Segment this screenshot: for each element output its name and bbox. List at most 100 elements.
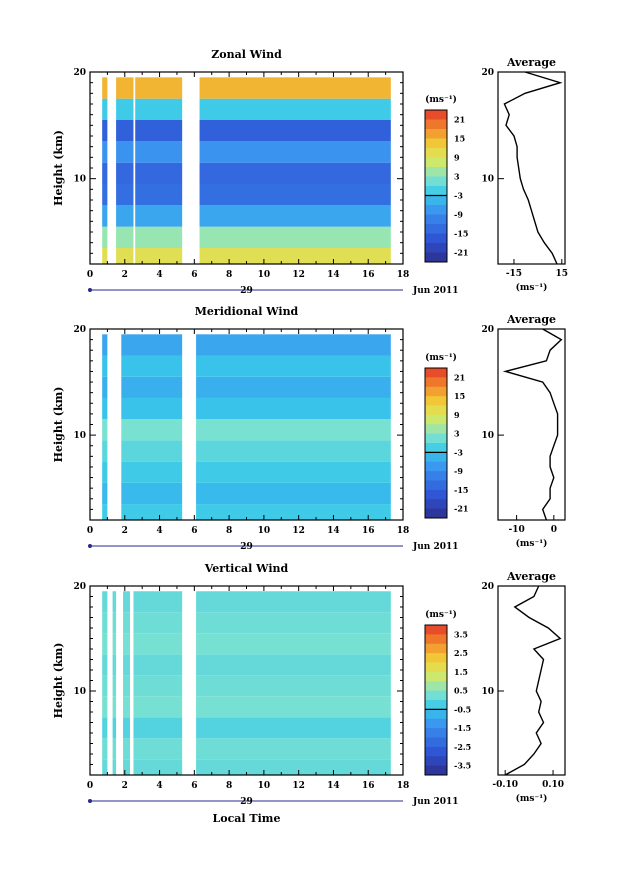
average-x-tick-label: -15 bbox=[506, 269, 522, 279]
colorbar-tick-label: -3 bbox=[454, 447, 463, 457]
average-frame bbox=[497, 585, 566, 776]
colorbar-band bbox=[425, 480, 447, 491]
average-y-tick-label: 20 bbox=[481, 68, 494, 78]
x-tick-label: 0 bbox=[87, 781, 93, 791]
colorbar-band bbox=[425, 396, 447, 406]
data-gap-4 bbox=[129, 586, 134, 775]
colorbar-band bbox=[425, 252, 447, 263]
colorbar-band bbox=[425, 377, 447, 388]
average-frame bbox=[497, 328, 566, 521]
heatmap-field bbox=[90, 329, 403, 520]
colorbar-band bbox=[425, 167, 447, 177]
y-axis-label: Height (km) bbox=[52, 643, 65, 719]
date-line-start bbox=[88, 799, 92, 803]
data-gap-1 bbox=[90, 72, 103, 264]
colorbar-tick-label: 9 bbox=[454, 153, 460, 163]
colorbar-tick-label: 15 bbox=[454, 134, 465, 144]
x-tick-label: 10 bbox=[258, 270, 271, 280]
heatmap-cell-row-1 bbox=[90, 504, 403, 520]
heatmap-cell-row-8 bbox=[90, 98, 403, 120]
colorbar-band bbox=[425, 214, 447, 225]
x-tick-label: 18 bbox=[397, 526, 410, 536]
heatmap-cell-row-7 bbox=[90, 633, 403, 655]
colorbar-tick-label: -9 bbox=[454, 466, 463, 476]
x-tick-label: 14 bbox=[327, 526, 340, 536]
average-title: Average bbox=[506, 313, 556, 326]
no-data-right bbox=[390, 72, 403, 264]
colorbar-band bbox=[425, 643, 447, 654]
y-tick-label: 10 bbox=[73, 431, 86, 441]
average-profile-line bbox=[504, 585, 562, 776]
panel-3: Vertical Wind 0 2 4 6 8 10 12 14 16 18 10 20 Height (… bbox=[52, 562, 566, 825]
heatmap-cell-row-2 bbox=[90, 226, 403, 248]
colorbar-tick-label: -15 bbox=[454, 485, 468, 495]
date-line-start bbox=[88, 288, 92, 292]
average-panel: Average 10 20 -15 15 (ms⁻¹) bbox=[481, 56, 568, 293]
heatmap-cell-row-7 bbox=[90, 376, 403, 398]
colorbar-band bbox=[425, 243, 447, 253]
average-x-unit: (ms⁻¹) bbox=[516, 282, 548, 293]
panel-title: Vertical Wind bbox=[204, 562, 289, 575]
average-x-tick-label: 0 bbox=[551, 525, 557, 535]
colorbar-band bbox=[425, 195, 447, 206]
heatmap-cell-row-9 bbox=[90, 591, 403, 613]
colorbar-band bbox=[425, 424, 447, 435]
colorbar-tick-label: -21 bbox=[454, 248, 468, 258]
colorbar-band bbox=[425, 119, 447, 130]
colorbar-band bbox=[425, 508, 447, 519]
data-gap-3 bbox=[116, 586, 124, 775]
data-gap-5 bbox=[182, 586, 197, 775]
x-tick-label: 10 bbox=[258, 781, 271, 791]
heatmap-cell-row-9 bbox=[90, 334, 403, 356]
colorbar-band bbox=[425, 681, 447, 692]
x-tick-label: 12 bbox=[292, 270, 305, 280]
colorbar-tick-label: 2.5 bbox=[454, 648, 468, 658]
heatmap-cell-row-8 bbox=[90, 612, 403, 634]
heatmap-cell-row-8 bbox=[90, 355, 403, 377]
heatmap-cell-row-6 bbox=[90, 397, 403, 420]
x-tick-label: 8 bbox=[226, 781, 232, 791]
x-tick-label: 2 bbox=[122, 270, 128, 280]
heatmap-cell-row-2 bbox=[90, 738, 403, 760]
colorbar-unit: (ms⁻¹) bbox=[425, 352, 457, 363]
colorbar-tick-label: 3 bbox=[454, 172, 460, 182]
colorbar-band bbox=[425, 765, 447, 776]
data-gap-2 bbox=[107, 72, 117, 264]
colorbar-band bbox=[425, 110, 447, 120]
colorbar: (ms⁻¹) 21 15 9 3 -3 -9 -15 -21 bbox=[424, 94, 468, 263]
colorbar-band bbox=[425, 157, 447, 168]
colorbar-band bbox=[425, 386, 447, 397]
date-day: 29 bbox=[240, 286, 253, 296]
x-tick-label: 4 bbox=[156, 781, 162, 791]
data-gap-2 bbox=[107, 586, 113, 775]
x-tick-label: 14 bbox=[327, 781, 340, 791]
colorbar-band bbox=[425, 718, 447, 729]
date-line-start bbox=[88, 544, 92, 548]
x-tick-label: 2 bbox=[122, 781, 128, 791]
colorbar-band bbox=[425, 205, 447, 215]
colorbar-tick-label: -15 bbox=[454, 229, 468, 239]
colorbar-band bbox=[425, 671, 447, 682]
x-tick-label: 0 bbox=[87, 270, 93, 280]
no-data-right bbox=[390, 329, 403, 520]
heatmap-cell-row-5 bbox=[90, 162, 403, 184]
date-month: Jun 2011 bbox=[412, 797, 459, 807]
y-tick-label: 20 bbox=[73, 325, 86, 335]
x-tick-label: 16 bbox=[362, 270, 375, 280]
average-y-tick-label: 10 bbox=[481, 687, 494, 697]
colorbar-band bbox=[425, 756, 447, 767]
average-panel: Average 10 20 -10 0(ms⁻¹) bbox=[481, 313, 566, 549]
x-tick-label: 0 bbox=[87, 526, 93, 536]
colorbar-band bbox=[425, 489, 447, 500]
date-month: Jun 2011 bbox=[412, 286, 459, 296]
colorbar-tick-label: 1.5 bbox=[454, 667, 468, 677]
colorbar-band bbox=[425, 224, 447, 234]
panel-1: Zonal Wind 0 2 4 6 8 10 12 14 16 18 10 20 Height (km)… bbox=[52, 48, 568, 296]
colorbar-tick-label: -1.5 bbox=[454, 723, 471, 733]
no-data-right bbox=[390, 586, 403, 775]
date-day: 29 bbox=[240, 542, 253, 552]
y-axis-label: Height (km) bbox=[52, 130, 65, 206]
x-tick-label: 14 bbox=[327, 270, 340, 280]
colorbar-band bbox=[425, 433, 447, 444]
